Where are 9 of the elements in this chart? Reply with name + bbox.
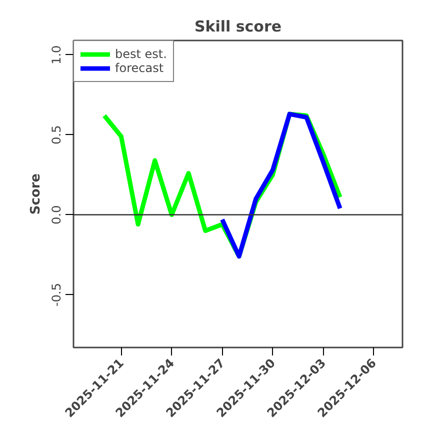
y-tick-label: 1.0 <box>50 45 64 64</box>
line-series <box>220 112 342 259</box>
legend-label: forecast <box>115 61 164 75</box>
y-tick-label: -0.5 <box>50 283 64 306</box>
y-axis-title: Score <box>28 173 44 215</box>
y-tick-label: 0.5 <box>50 125 64 144</box>
y-tick-label: 0.0 <box>50 205 64 224</box>
chart-title: Skill score <box>194 18 282 36</box>
legend-label: best est. <box>115 47 167 61</box>
